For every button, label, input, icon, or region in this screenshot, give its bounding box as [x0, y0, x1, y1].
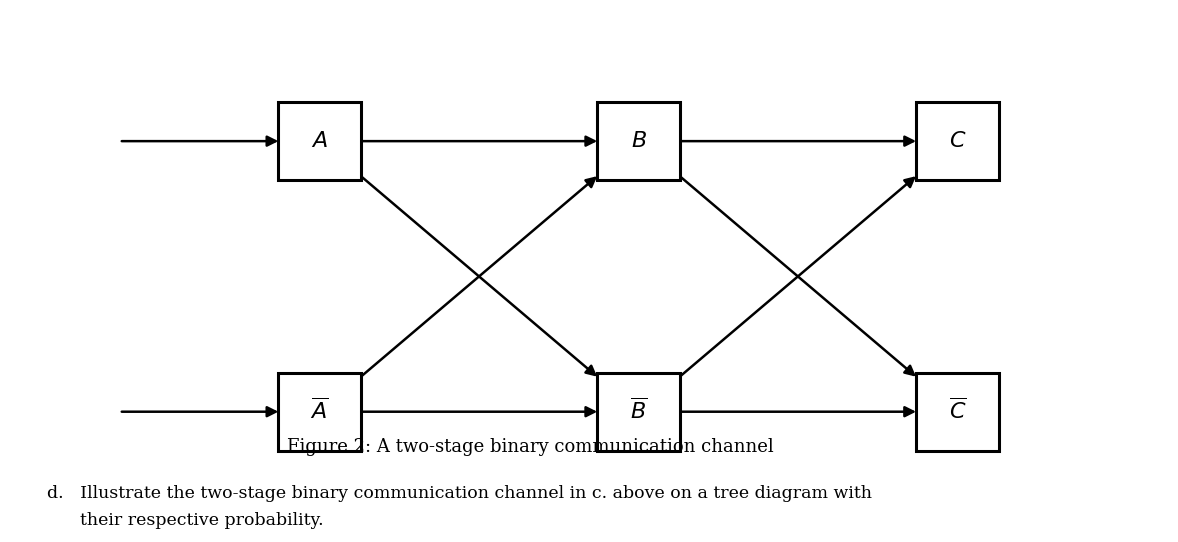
- Text: Figure 2: A two-stage binary communication channel: Figure 2: A two-stage binary communicati…: [286, 438, 774, 456]
- Bar: [278, 373, 360, 451]
- Text: $\overline{C}$: $\overline{C}$: [948, 399, 966, 424]
- Text: $\overline{B}$: $\overline{B}$: [630, 399, 647, 424]
- Text: d.   Illustrate the two-stage binary communication channel in c. above on a tree: d. Illustrate the two-stage binary commu…: [47, 485, 872, 502]
- Bar: [916, 373, 999, 451]
- Text: $B$: $B$: [630, 130, 647, 152]
- Text: $C$: $C$: [948, 130, 966, 152]
- Bar: [597, 373, 680, 451]
- Text: their respective probability.: their respective probability.: [47, 512, 324, 529]
- Text: $A$: $A$: [311, 130, 327, 152]
- Bar: [597, 102, 680, 180]
- Text: $\overline{A}$: $\overline{A}$: [311, 399, 329, 424]
- Bar: [916, 102, 999, 180]
- Bar: [278, 102, 360, 180]
